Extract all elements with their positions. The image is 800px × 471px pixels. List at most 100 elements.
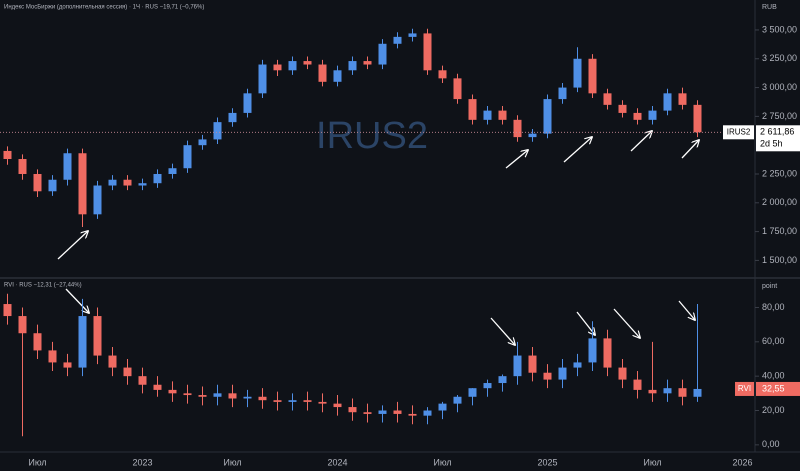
y-tick-label: 20,00: [762, 405, 785, 415]
candle-body: [183, 393, 192, 396]
candle-body: [273, 64, 282, 71]
candle-body: [288, 400, 297, 402]
y-tick-label: 0,00: [762, 439, 780, 449]
candle-body: [558, 367, 567, 380]
candle-body: [198, 395, 207, 397]
price-tag-bg: [756, 125, 800, 152]
candle-body: [123, 367, 132, 377]
candle-body: [33, 333, 42, 351]
watermark: IRUS2: [316, 115, 428, 157]
candle-body: [333, 403, 342, 408]
price-tag: 2 611,86: [760, 127, 794, 137]
candle-body: [618, 367, 627, 380]
candle-body: [378, 410, 387, 414]
y-tick-label: 3 500,00: [762, 24, 797, 34]
y-tick-label: 2 250,00: [762, 168, 797, 178]
y-tick-label: 60,00: [762, 336, 785, 346]
candle-body: [228, 393, 237, 399]
candle-body: [513, 355, 522, 377]
candle-body: [108, 355, 117, 368]
candle-body: [453, 78, 462, 100]
x-tick-label: 2025: [537, 457, 557, 467]
symbol-tag-bg: [723, 125, 754, 140]
y-tick-label: 1 750,00: [762, 226, 797, 236]
y-tick-label: 2 000,00: [762, 197, 797, 207]
y-tick-label: 3 250,00: [762, 53, 797, 63]
y-tick-label: 2 750,00: [762, 111, 797, 121]
arrow: [678, 300, 695, 320]
candle-body: [408, 33, 417, 37]
candle-body: [498, 376, 507, 384]
symbol-tag: IRUS2: [727, 127, 751, 136]
candle-body: [558, 87, 567, 100]
x-tick-label: 2026: [732, 457, 752, 467]
candle-body: [573, 362, 582, 368]
candle-body: [603, 93, 612, 105]
candle-body: [258, 64, 267, 94]
x-tick-label: 2024: [327, 457, 347, 467]
countdown: 2d 5h: [760, 139, 783, 149]
candle-body: [78, 153, 87, 215]
y-tick-label: 1 500,00: [762, 255, 797, 265]
candle-body: [18, 159, 27, 174]
candle-body: [213, 393, 222, 397]
candle-body: [33, 173, 42, 192]
value-tag-bg: [756, 381, 800, 396]
candle-body: [603, 338, 612, 368]
candle-body: [3, 304, 12, 317]
candle-body: [453, 396, 462, 404]
symbol-tag: RVI: [738, 384, 751, 393]
candle-body: [648, 110, 657, 120]
candle-body: [363, 61, 372, 65]
value-tag: 32,55: [762, 383, 785, 393]
candle-body: [423, 410, 432, 416]
candle-body: [93, 316, 102, 356]
candle-body: [408, 413, 417, 416]
legend: RVI · RUS −12,31 (−27,44%): [4, 283, 82, 289]
candle-body: [63, 362, 72, 368]
currency-label: RUB: [762, 4, 777, 11]
candle-body: [633, 112, 642, 120]
annotations: [57, 131, 699, 345]
x-tick-label: Июл: [643, 457, 661, 467]
x-tick-label: 2023: [132, 457, 152, 467]
candle-body: [678, 93, 687, 105]
candle-body: [153, 173, 162, 184]
candle-body: [573, 58, 582, 88]
candle-body: [438, 70, 447, 79]
candle-body: [498, 110, 507, 120]
candle-body: [48, 179, 57, 192]
candle-body: [468, 99, 477, 120]
candle-body: [318, 64, 327, 82]
candle-body: [663, 93, 672, 111]
candle-body: [48, 350, 57, 363]
candle-body: [438, 403, 447, 411]
arrow: [57, 231, 88, 260]
candle-body: [528, 133, 537, 138]
x-tick-label: Июл: [433, 457, 451, 467]
candle-body: [378, 43, 387, 65]
y-tick-label: 3 000,00: [762, 82, 797, 92]
arrow: [505, 150, 528, 169]
candle-body: [348, 407, 357, 413]
candle-body: [318, 401, 327, 404]
candle-body: [138, 376, 147, 385]
candle-body: [468, 388, 477, 397]
candle-body: [648, 389, 657, 394]
arrow: [65, 288, 89, 313]
candle-body: [618, 104, 627, 113]
arrow: [563, 137, 592, 163]
candle-body: [198, 139, 207, 146]
candle-body: [543, 372, 552, 380]
candle-body: [273, 400, 282, 402]
arrow: [630, 131, 652, 152]
candle-body: [183, 145, 192, 169]
candle-body: [228, 112, 237, 123]
candle-body: [663, 388, 672, 394]
candle-body: [168, 168, 177, 174]
candle-body: [138, 183, 147, 186]
arrow: [681, 140, 699, 159]
